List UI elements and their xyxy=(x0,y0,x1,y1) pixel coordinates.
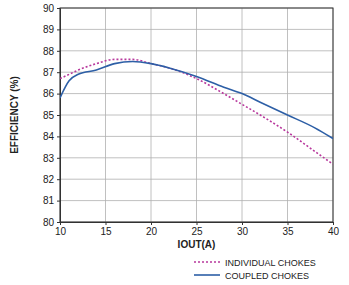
tick-label: 25 xyxy=(191,226,203,237)
tick: 85 xyxy=(43,110,60,121)
tick: 81 xyxy=(43,195,60,206)
tick: 80 xyxy=(43,217,60,228)
series-line xyxy=(60,62,333,139)
tick-label: 83 xyxy=(43,153,55,164)
tick: 35 xyxy=(282,222,294,237)
y-axis: 80 81 82 83 84 85 86 87 88 89 90 xyxy=(43,3,61,228)
tick-label: 10 xyxy=(55,226,67,237)
grid-line-x xyxy=(196,8,197,222)
tick: 40 xyxy=(328,222,340,237)
tick: 88 xyxy=(43,46,60,57)
tick-label: 80 xyxy=(43,217,55,228)
tick-label: 82 xyxy=(43,174,55,185)
grid xyxy=(60,8,333,222)
tick-label: 81 xyxy=(43,195,55,206)
plot-frame xyxy=(60,8,333,222)
tick-label: 84 xyxy=(43,131,55,142)
tick: 83 xyxy=(43,153,60,164)
tick-label: 15 xyxy=(100,226,112,237)
tick: 20 xyxy=(146,222,158,237)
tick-label: 90 xyxy=(43,3,55,14)
lines xyxy=(60,59,333,164)
x-axis-title: IOUT(A) xyxy=(178,239,216,250)
tick-label: 86 xyxy=(43,88,55,99)
tick: 89 xyxy=(43,24,60,35)
grid-line-x xyxy=(151,8,152,222)
tick: 90 xyxy=(43,3,60,14)
tick-label: 40 xyxy=(328,226,340,237)
tick-label: 85 xyxy=(43,110,55,121)
tick-label: 88 xyxy=(43,46,55,57)
tick: 10 xyxy=(55,222,67,237)
tick: 25 xyxy=(191,222,203,237)
tick-label: 89 xyxy=(43,24,55,35)
legend: INDIVIDUAL CHOKES COUPLED CHOKES xyxy=(194,258,316,281)
legend-label: COUPLED CHOKES xyxy=(225,271,309,281)
y-axis-title: EFFICIENCY (%) xyxy=(9,76,20,154)
legend-swatch xyxy=(194,261,220,263)
series-line xyxy=(60,59,333,164)
tick-label: 35 xyxy=(282,226,294,237)
legend-label: INDIVIDUAL CHOKES xyxy=(225,258,316,268)
grid-line-x xyxy=(105,8,106,222)
tick: 30 xyxy=(237,222,249,237)
tick-label: 30 xyxy=(237,226,249,237)
tick: 87 xyxy=(43,67,60,78)
x-axis: 10 15 20 25 30 35 40 xyxy=(55,222,340,237)
chart-container: 10 15 20 25 30 35 40 80 81 82 83 84 85 86 87 88 89 90 IOUT… xyxy=(0,0,349,285)
tick: 84 xyxy=(43,131,60,142)
legend-swatch xyxy=(194,274,220,276)
chart: 10 15 20 25 30 35 40 80 81 82 83 84 85 86 87 88 89 90 IOUT… xyxy=(0,0,349,285)
grid-line-x xyxy=(242,8,243,222)
tick: 15 xyxy=(100,222,112,237)
axis-line xyxy=(61,223,334,226)
tick-label: 20 xyxy=(146,226,158,237)
tick-label: 87 xyxy=(43,67,55,78)
tick: 86 xyxy=(43,88,60,99)
tick: 82 xyxy=(43,174,60,185)
